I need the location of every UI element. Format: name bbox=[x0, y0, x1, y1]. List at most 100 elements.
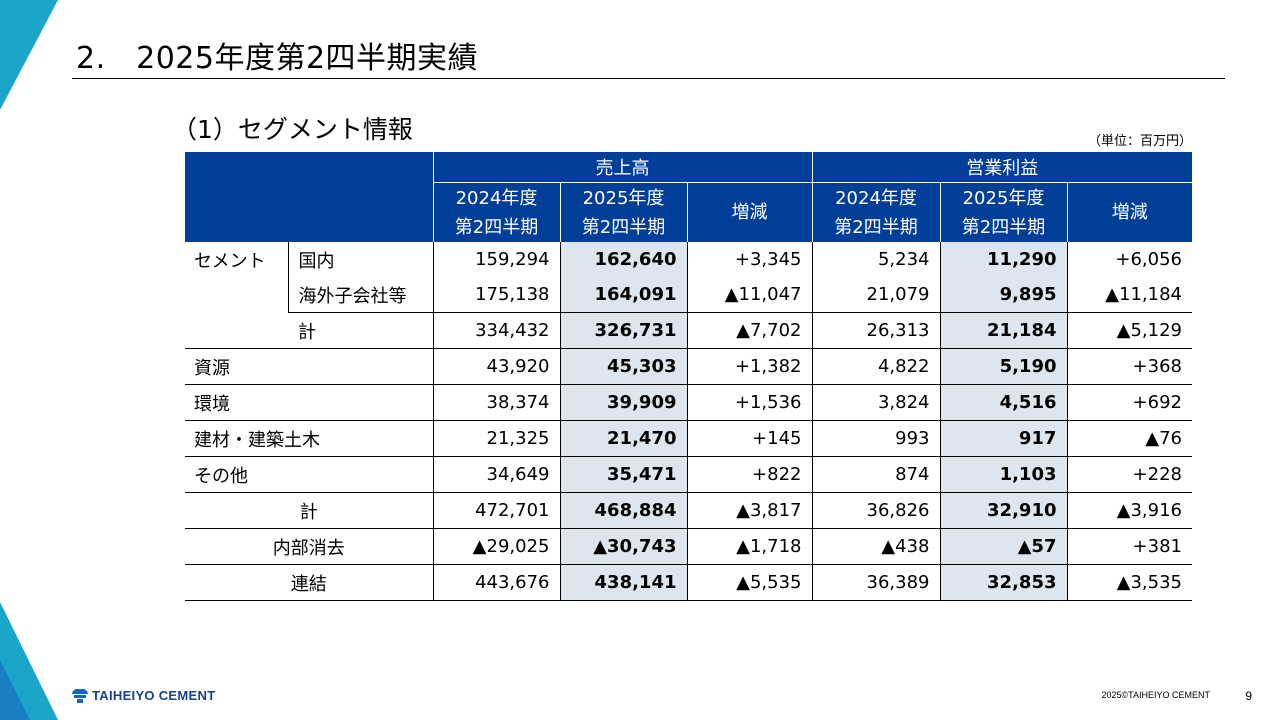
cell-op-curr: 1,103 bbox=[939, 456, 1067, 493]
cell-sales-curr: 21,470 bbox=[559, 420, 687, 457]
header-row-periods: 2024年度 第2四半期 2025年度 第2四半期 増減 2024年度 第2四半… bbox=[185, 182, 1192, 242]
cell-op-change: +6,056 bbox=[1066, 242, 1192, 277]
cell-sales-prev: 159,294 bbox=[432, 242, 560, 277]
header-corner bbox=[185, 152, 433, 242]
cell-sales-change: +145 bbox=[686, 420, 812, 457]
row-label-construction: 建材・建築土木 bbox=[185, 420, 433, 457]
row-label-consolidated: 連結 bbox=[185, 564, 433, 601]
cell-sales-curr: 326,731 bbox=[559, 312, 687, 349]
header-op-prev: 2024年度 第2四半期 bbox=[811, 182, 940, 242]
cell-sales-curr: ▲30,743 bbox=[559, 528, 687, 565]
corner-decoration-bottom-dark bbox=[0, 660, 30, 720]
cell-op-prev: 993 bbox=[811, 420, 940, 457]
row-label-total: 計 bbox=[185, 492, 433, 529]
cell-sales-curr: 39,909 bbox=[559, 384, 687, 421]
cell-op-curr: 21,184 bbox=[939, 312, 1067, 349]
header-op-change: 増減 bbox=[1066, 182, 1192, 242]
cell-op-change: +228 bbox=[1066, 456, 1192, 493]
cell-sales-prev: 38,374 bbox=[432, 384, 560, 421]
row-label-environment: 環境 bbox=[185, 384, 433, 421]
cell-op-curr: 5,190 bbox=[939, 348, 1067, 385]
cell-sales-prev: 43,920 bbox=[432, 348, 560, 385]
header-op-curr: 2025年度 第2四半期 bbox=[939, 182, 1067, 242]
cell-op-prev: 3,824 bbox=[811, 384, 940, 421]
page-title: 2. 2025年度第2四半期実績 bbox=[76, 41, 479, 76]
cell-op-curr: 9,895 bbox=[939, 277, 1067, 313]
cell-sales-prev: 472,701 bbox=[432, 492, 560, 529]
title-divider bbox=[72, 78, 1225, 79]
row-label-overseas: 海外子会社等 bbox=[287, 277, 433, 313]
cell-sales-prev: 175,138 bbox=[432, 277, 560, 313]
cell-sales-change: +1,536 bbox=[686, 384, 812, 421]
cell-op-curr: 32,853 bbox=[939, 564, 1067, 601]
cell-op-curr: 4,516 bbox=[939, 384, 1067, 421]
table-row-resources: 資源 43,920 45,303 +1,382 4,822 5,190 +368 bbox=[185, 348, 1192, 385]
table-row-domestic: セメント 国内 159,294 162,640 +3,345 5,234 11,… bbox=[185, 242, 1192, 277]
table-row-elimination: 内部消去 ▲29,025 ▲30,743 ▲1,718 ▲438 ▲57 +38… bbox=[185, 528, 1192, 565]
cell-sales-curr: 468,884 bbox=[559, 492, 687, 529]
cell-op-prev: 5,234 bbox=[811, 242, 940, 277]
page-number: 9 bbox=[1245, 689, 1252, 703]
cell-op-prev: 21,079 bbox=[811, 277, 940, 313]
row-label-cement-total: 計 bbox=[288, 312, 433, 349]
cell-op-curr: 11,290 bbox=[939, 242, 1067, 277]
cell-op-change: +692 bbox=[1066, 384, 1192, 421]
cell-sales-change: +1,382 bbox=[686, 348, 812, 385]
row-label-cement-cont2 bbox=[185, 312, 288, 349]
table-row-construction: 建材・建築土木 21,325 21,470 +145 993 917 ▲76 bbox=[185, 420, 1192, 457]
logo-mark-icon bbox=[72, 688, 88, 703]
table-row-other: その他 34,649 35,471 +822 874 1,103 +228 bbox=[185, 456, 1192, 493]
cell-op-prev: 26,313 bbox=[811, 312, 940, 349]
row-label-other: その他 bbox=[185, 456, 433, 493]
cell-sales-curr: 35,471 bbox=[559, 456, 687, 493]
row-label-resources: 資源 bbox=[185, 348, 433, 385]
cell-sales-change: +822 bbox=[686, 456, 812, 493]
cell-sales-curr: 164,091 bbox=[559, 277, 687, 313]
cell-op-prev: 874 bbox=[811, 456, 940, 493]
cell-sales-curr: 162,640 bbox=[559, 242, 687, 277]
cell-sales-change: ▲11,047 bbox=[686, 277, 812, 313]
header-sales-curr: 2025年度 第2四半期 bbox=[559, 182, 687, 242]
table-row-consolidated: 連結 443,676 438,141 ▲5,535 36,389 32,853 … bbox=[185, 564, 1192, 601]
table-row-overseas: 海外子会社等 175,138 164,091 ▲11,047 21,079 9,… bbox=[185, 277, 1192, 313]
copyright: 2025©TAIHEIYO CEMENT bbox=[1101, 690, 1211, 700]
header-sales: 売上高 bbox=[432, 152, 812, 183]
cell-op-change: +368 bbox=[1066, 348, 1192, 385]
cell-sales-prev: 443,676 bbox=[432, 564, 560, 601]
section-subtitle: （1）セグメント情報 bbox=[172, 115, 413, 144]
cell-op-change: ▲11,184 bbox=[1066, 277, 1192, 313]
cell-sales-prev: 334,432 bbox=[432, 312, 560, 349]
cell-sales-change: ▲5,535 bbox=[686, 564, 812, 601]
cell-op-change: ▲5,129 bbox=[1066, 312, 1192, 349]
header-sales-change: 増減 bbox=[686, 182, 812, 242]
segment-table: 売上高 営業利益 2024年度 第2四半期 2025年度 第2四半期 増減 20… bbox=[185, 152, 1192, 601]
cell-sales-prev: 34,649 bbox=[432, 456, 560, 493]
cell-sales-change: +3,345 bbox=[686, 242, 812, 277]
row-label-domestic: 国内 bbox=[287, 242, 433, 277]
cell-sales-change: ▲1,718 bbox=[686, 528, 812, 565]
header-op-profit: 営業利益 bbox=[811, 152, 1192, 183]
cell-op-prev: 36,389 bbox=[811, 564, 940, 601]
table-row-total: 計 472,701 468,884 ▲3,817 36,826 32,910 ▲… bbox=[185, 492, 1192, 529]
cell-sales-curr: 45,303 bbox=[559, 348, 687, 385]
unit-note: （単位：百万円） bbox=[1087, 134, 1192, 149]
row-label-elimination: 内部消去 bbox=[185, 528, 433, 565]
corner-decoration-top bbox=[0, 0, 58, 110]
table-row-environment: 環境 38,374 39,909 +1,536 3,824 4,516 +692 bbox=[185, 384, 1192, 421]
cell-op-prev: ▲438 bbox=[811, 528, 940, 565]
cell-op-prev: 36,826 bbox=[811, 492, 940, 529]
cell-op-curr: 32,910 bbox=[939, 492, 1067, 529]
cell-op-change: ▲3,916 bbox=[1066, 492, 1192, 529]
cell-op-change: ▲76 bbox=[1066, 420, 1192, 457]
row-label-cement-cont bbox=[185, 277, 288, 313]
cell-op-curr: 917 bbox=[939, 420, 1067, 457]
cell-op-change: +381 bbox=[1066, 528, 1192, 565]
header-sales-prev: 2024年度 第2四半期 bbox=[432, 182, 560, 242]
cell-op-change: ▲3,535 bbox=[1066, 564, 1192, 601]
cell-sales-curr: 438,141 bbox=[559, 564, 687, 601]
header-row-groups: 売上高 営業利益 bbox=[185, 152, 1192, 242]
table-row-cement-total: 計 334,432 326,731 ▲7,702 26,313 21,184 ▲… bbox=[185, 312, 1192, 349]
cell-op-curr: ▲57 bbox=[939, 528, 1067, 565]
cell-sales-change: ▲7,702 bbox=[686, 312, 812, 349]
company-logo: TAIHEIYO CEMENT bbox=[72, 688, 215, 703]
